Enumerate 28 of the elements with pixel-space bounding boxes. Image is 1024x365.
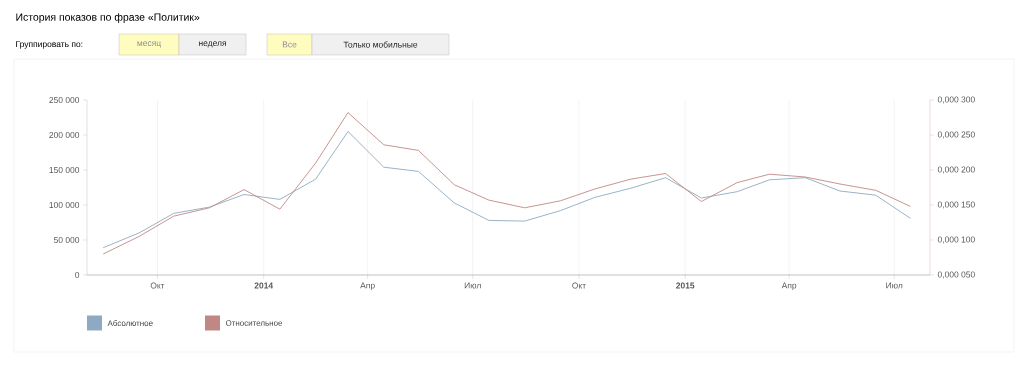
y2-tick-label: 0,000 300 (937, 96, 975, 104)
y-tick-label: 0 (75, 272, 80, 278)
x-tick-label: 2014 (254, 282, 274, 289)
y2-tick-label: 0,000 200 (937, 166, 975, 174)
text: Группировать по: (16, 41, 83, 49)
x-tick-label: Окт (572, 282, 586, 289)
x-tick-label: Апр (781, 282, 797, 291)
x-tick-label: Окт (150, 282, 165, 289)
text: Все (282, 41, 297, 48)
line-series (102, 112, 911, 255)
y-tick-label: 250 000 (49, 97, 80, 103)
x-tick-label: Июл (886, 282, 903, 289)
x-tick-label: Июл (464, 282, 481, 289)
chart-title: История показов по фразе «Политик» (16, 13, 200, 23)
text: неделя (199, 41, 226, 48)
y-tick-label: 100 000 (49, 202, 80, 208)
text: Только мобильные (343, 41, 418, 48)
x-tick-label: 2015 (676, 282, 695, 289)
y2-tick-label: 0,000 150 (937, 201, 975, 209)
y2-tick-label: 0,000 100 (937, 236, 975, 244)
y-tick-label: 50 000 (53, 237, 80, 243)
y-tick-label: 150 000 (49, 167, 80, 173)
text: месяц (137, 41, 161, 48)
line-series (102, 131, 911, 249)
y-tick-label: 200 000 (49, 132, 80, 138)
y2-tick-label: 0,000 050 (937, 271, 975, 279)
x-tick-label: Апр (360, 282, 375, 291)
y2-tick-label: 0,000 250 (937, 131, 975, 139)
